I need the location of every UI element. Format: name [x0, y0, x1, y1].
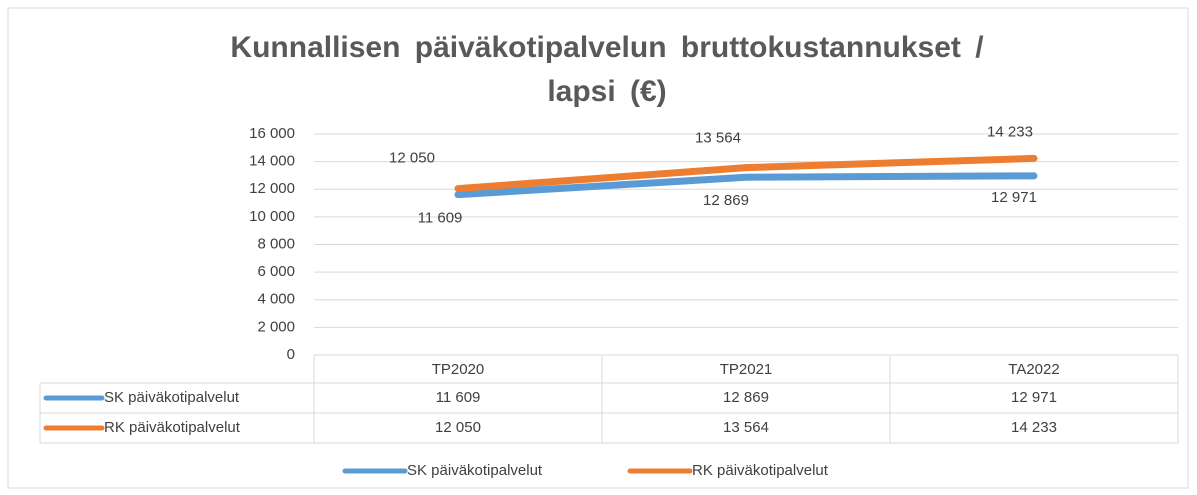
series-line: [454, 154, 1038, 193]
table-row-label: SK päiväkotipalvelut: [104, 389, 240, 406]
table-cell: 12 050: [435, 419, 481, 436]
table-cell: 12 971: [1011, 389, 1057, 406]
series-line: [454, 172, 1038, 199]
table-cell: 14 233: [1011, 419, 1057, 436]
data-label: 14 233: [987, 123, 1033, 140]
data-label: 12 971: [991, 189, 1037, 206]
x-tick-label: TA2022: [1008, 361, 1059, 378]
legend-label: RK päiväkotipalvelut: [692, 462, 829, 479]
data-label: 11 609: [418, 210, 463, 227]
y-tick-label: 4 000: [257, 291, 295, 308]
y-tick-label: 10 000: [249, 208, 295, 225]
table-cell: 11 609: [436, 389, 481, 406]
chart-border: [7, 7, 1189, 489]
y-tick-label: 8 000: [257, 235, 295, 252]
data-label: 13 564: [695, 130, 741, 147]
x-tick-label: TP2020: [432, 361, 485, 378]
y-tick-label: 0: [287, 346, 295, 363]
table-row-label: RK päiväkotipalvelut: [104, 419, 241, 436]
chart-title: Kunnallisen päiväkotipalvelun bruttokust…: [230, 31, 984, 108]
table-cell: 12 869: [723, 389, 769, 406]
y-tick-label: 6 000: [257, 263, 295, 280]
y-tick-label: 12 000: [249, 180, 295, 197]
table-cell: 13 564: [723, 419, 769, 436]
y-tick-label: 14 000: [249, 153, 295, 170]
y-tick-label: 16 000: [249, 125, 295, 142]
x-tick-label: TP2021: [720, 361, 773, 378]
y-tick-label: 2 000: [257, 318, 295, 335]
legend-label: SK päiväkotipalvelut: [407, 462, 543, 479]
data-label: 12 869: [703, 192, 749, 209]
data-label: 12 050: [389, 150, 435, 167]
